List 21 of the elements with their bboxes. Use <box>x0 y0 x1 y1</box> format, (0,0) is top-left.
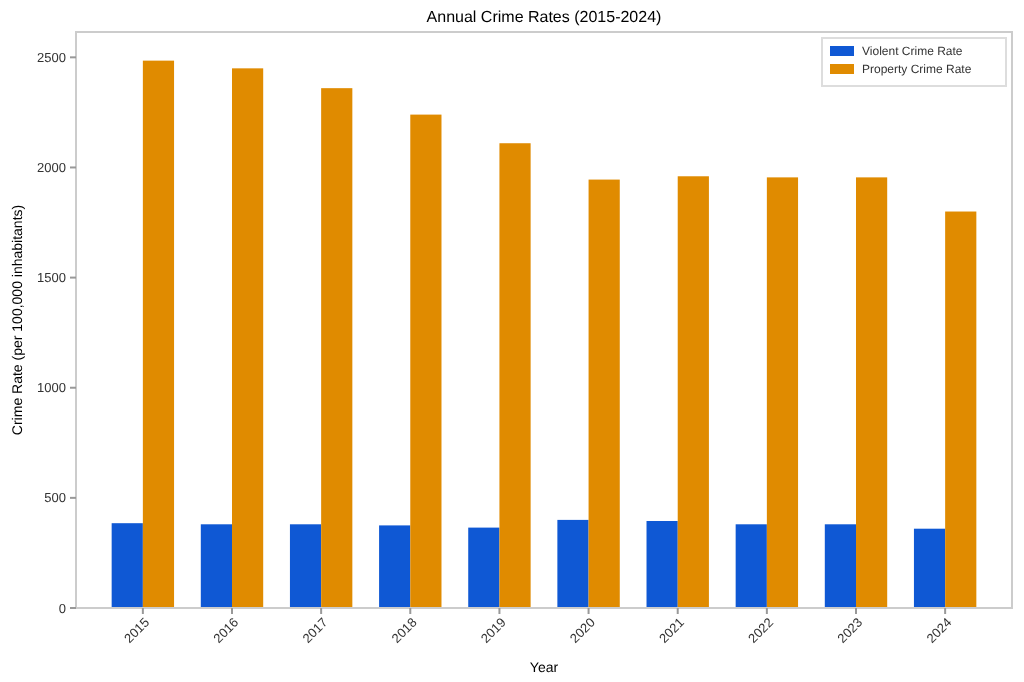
bar <box>232 68 264 608</box>
bar <box>856 177 888 608</box>
bar <box>735 524 767 608</box>
bar <box>646 520 678 608</box>
bar <box>468 527 500 608</box>
chart-title: Annual Crime Rates (2015-2024) <box>426 8 663 26</box>
bar <box>588 179 620 608</box>
bar <box>557 519 589 608</box>
bar <box>824 524 856 608</box>
bar <box>677 176 709 608</box>
bar <box>913 528 946 608</box>
bar <box>410 114 442 608</box>
bar <box>499 143 531 608</box>
bar <box>321 88 353 608</box>
bar <box>945 211 977 608</box>
bar <box>111 523 143 608</box>
bar <box>200 524 232 608</box>
bar <box>142 60 175 608</box>
bar <box>289 524 322 608</box>
bar <box>766 177 799 608</box>
bar <box>379 525 411 608</box>
